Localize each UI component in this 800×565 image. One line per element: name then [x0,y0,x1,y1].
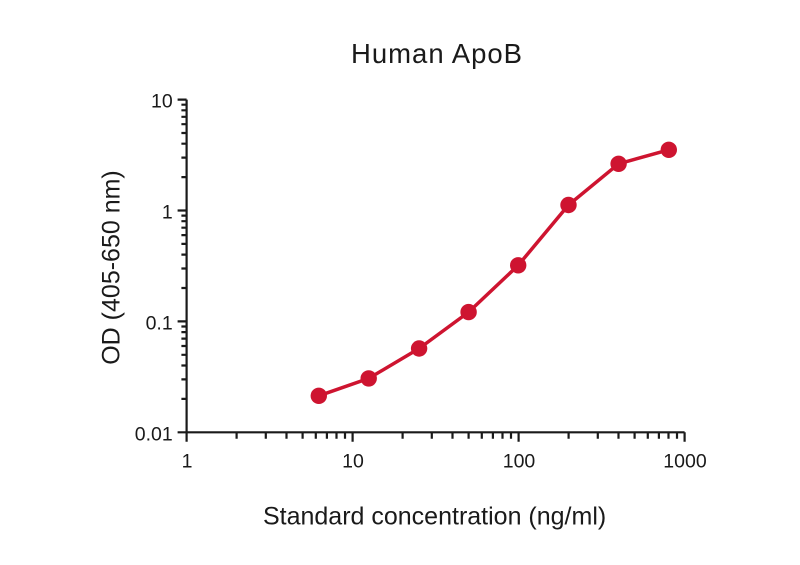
svg-text:Human ApoB: Human ApoB [351,38,523,69]
svg-text:Standard concentration (ng/ml): Standard concentration (ng/ml) [263,503,606,531]
svg-text:10: 10 [151,91,173,113]
svg-text:0.01: 0.01 [135,423,173,445]
svg-text:1: 1 [162,202,173,224]
svg-text:1000: 1000 [663,450,707,472]
svg-text:10: 10 [342,450,364,472]
svg-text:0.1: 0.1 [146,312,173,334]
svg-text:100: 100 [503,450,536,472]
svg-text:1: 1 [182,450,193,472]
svg-text:OD (405-650 nm): OD (405-650 nm) [98,170,126,365]
